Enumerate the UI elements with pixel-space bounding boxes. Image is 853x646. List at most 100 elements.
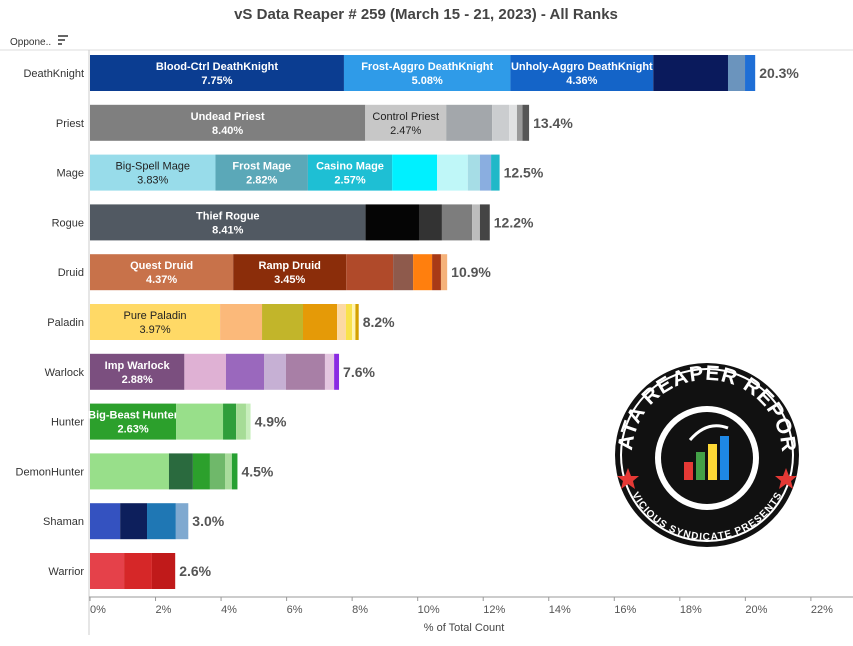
segment-name: Big-Spell Mage — [115, 161, 190, 173]
bar-segment — [168, 453, 193, 490]
category-label: Rogue — [52, 217, 84, 229]
segment-value-label: 2.63% — [117, 424, 148, 436]
bar-segment — [446, 104, 493, 141]
bar-segment — [90, 503, 121, 540]
category-label: Warlock — [45, 367, 85, 379]
category-label: Druid — [58, 267, 84, 279]
sort-icon[interactable] — [58, 35, 68, 45]
category-label: DeathKnight — [23, 68, 84, 80]
bar-segment — [90, 304, 221, 340]
bar-segment — [745, 55, 756, 91]
bar-segment — [233, 254, 347, 291]
total-label: 10.9% — [451, 264, 491, 280]
total-label: 20.3% — [759, 65, 799, 81]
segment-name: Ramp Druid — [259, 260, 321, 272]
bar-segment — [307, 154, 393, 191]
category-label: Priest — [56, 118, 84, 130]
bar-segment — [365, 204, 419, 241]
bar-segment — [220, 304, 263, 340]
x-tick-label: 6% — [287, 604, 303, 616]
bar-segment — [184, 353, 226, 390]
logo-core — [661, 412, 753, 504]
bar-segment — [120, 503, 148, 540]
segment-value-label: 4.36% — [566, 75, 597, 87]
bar-segment — [90, 403, 177, 440]
bar-segment — [263, 353, 286, 390]
bar-segment — [90, 204, 366, 241]
total-label: 4.5% — [241, 463, 273, 479]
bar-segment — [491, 154, 500, 191]
bar-segment — [236, 403, 246, 440]
bar-segment — [225, 453, 232, 490]
segment-value-label: 2.88% — [122, 374, 153, 386]
bar-segment — [418, 204, 442, 241]
bar-segment — [262, 304, 303, 340]
bar-segment — [285, 353, 325, 390]
bar-segment — [509, 104, 517, 141]
bar-segment — [223, 403, 237, 440]
total-label: 2.6% — [179, 563, 211, 579]
logo-star — [775, 468, 797, 489]
bar-segment — [215, 154, 308, 191]
bar-segment — [510, 55, 654, 91]
category-label: Shaman — [43, 516, 84, 528]
total-label: 8.2% — [363, 314, 395, 330]
bar-segment — [727, 55, 746, 91]
x-tick-label: 14% — [549, 604, 571, 616]
total-label: 13.4% — [533, 115, 573, 131]
bar-segment — [343, 55, 511, 91]
bar-segment — [479, 204, 490, 241]
bar-segment — [90, 553, 125, 589]
bar-segment — [346, 254, 394, 291]
logo-scythe — [688, 424, 729, 441]
bar-segment — [225, 353, 264, 390]
segment-name: Frost-Aggro DeathKnight — [361, 61, 493, 73]
total-label: 4.9% — [255, 414, 287, 430]
bar-segment — [653, 55, 728, 91]
segment-name: Casino Mage — [316, 161, 384, 173]
logo-icon — [684, 462, 693, 480]
bar-segment — [324, 353, 335, 390]
x-ticks: 0% 2% 4% 6% 8% 10% 12% 14% 16% 18% 20% 22% — [89, 597, 833, 616]
bars: DeathKnight Blood-Ctrl DeathKnight 7.75% Fr… — [16, 55, 799, 589]
bar-segment — [175, 503, 189, 540]
bar-segment — [352, 304, 356, 340]
bar-segment — [209, 453, 226, 490]
x-tick-label: 16% — [614, 604, 636, 616]
segment-value-label: 3.97% — [139, 324, 170, 336]
x-tick-label: 0% — [90, 604, 106, 616]
segment-name: Pure Paladin — [124, 310, 187, 322]
segment-value-label: 2.47% — [390, 125, 421, 137]
chart-title: vS Data Reaper # 259 (March 15 - 21, 202… — [234, 6, 618, 23]
bar-segment — [192, 453, 210, 490]
x-tick-label: 8% — [352, 604, 368, 616]
bar-segment — [413, 254, 433, 291]
bar-segment — [472, 204, 480, 241]
bar-segment — [479, 154, 492, 191]
segment-value-label: 5.08% — [412, 75, 443, 87]
bar-segment — [337, 304, 346, 340]
bar-segment — [432, 254, 441, 291]
logo-ring — [620, 368, 794, 542]
logo-star — [617, 468, 639, 489]
bar-segment — [345, 304, 353, 340]
x-tick-label: 18% — [680, 604, 702, 616]
bar-segment — [245, 403, 251, 440]
segment-value-label: 7.75% — [201, 75, 232, 87]
logo-icon — [708, 444, 717, 480]
total-label: 3.0% — [192, 513, 224, 529]
logo-icon — [696, 452, 705, 480]
segment-value-label: 2.57% — [334, 175, 365, 187]
bar-segment — [392, 154, 438, 191]
bar-segment — [492, 104, 510, 141]
category-label: Paladin — [47, 317, 84, 329]
bar-segment — [522, 104, 530, 141]
bar-segment — [393, 254, 414, 291]
bar-segment — [90, 353, 185, 390]
category-label: Mage — [56, 168, 84, 180]
x-tick-label: 12% — [483, 604, 505, 616]
x-tick-label: 20% — [745, 604, 767, 616]
bar-segment — [151, 553, 176, 589]
total-label: 12.2% — [494, 214, 534, 230]
bar-segment — [440, 254, 448, 291]
